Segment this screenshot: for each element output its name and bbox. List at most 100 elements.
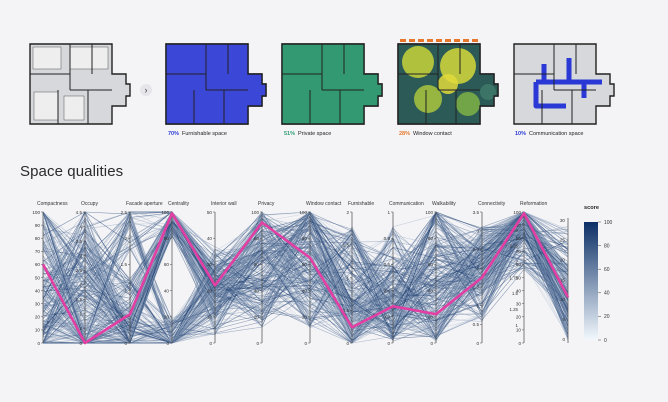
plan-caption-pct: 70%	[168, 131, 180, 137]
colorbar-title: score	[584, 205, 599, 211]
axis-tick-label: 10	[560, 297, 566, 302]
axis-tick-label: 0	[430, 341, 433, 346]
axis-tick-label: 40	[207, 236, 213, 241]
axis-title: Privacy	[258, 201, 275, 207]
axis-tick-label: 20	[560, 257, 566, 262]
axis-tick-label: 0.4	[384, 288, 391, 293]
axis-tick-label: 0.5	[76, 326, 83, 331]
axis-interior-wall: 50 40 30 20 10 0 Interior wall	[207, 201, 237, 346]
axis-tick-label: 60	[302, 262, 308, 267]
axis-tick-label: 20	[516, 315, 522, 320]
section-title: Space qualities	[20, 163, 124, 180]
axis-tick-label: 1	[79, 312, 82, 317]
axis-tick-label: 0	[256, 341, 259, 346]
axis-title: Window contact	[306, 201, 342, 207]
axis-tick-label: 1	[124, 288, 127, 293]
axis-tick-label: 1	[346, 275, 349, 280]
axis-title: Walkability	[432, 201, 456, 207]
plan-walls	[398, 44, 480, 124]
axis-tick-label: 0.5	[343, 308, 350, 313]
colorbar-tick-label: 40	[604, 291, 610, 297]
axis-tick-label: 25	[560, 238, 566, 243]
colorbar-ramp	[584, 222, 598, 340]
axis-tick-label: 1.5	[473, 285, 480, 290]
axis-tick-label: 30	[516, 302, 522, 307]
axis-tick-label: 80	[254, 236, 260, 241]
inner-tick-label: 1	[516, 323, 519, 328]
colorbar: score 100 80 60 40 20 0	[584, 205, 613, 344]
plan-caption-private: 51% Private space	[284, 131, 331, 137]
axis-tick-label: 80	[428, 236, 434, 241]
floor-plan-strip: ›	[29, 39, 615, 125]
plan-caption-communication: 10% Communication space	[515, 131, 583, 137]
axis-tick-label: 30	[35, 302, 41, 307]
plan-walls	[30, 44, 112, 124]
axis-title: Reformation	[520, 201, 547, 207]
axis-tick-label: 40	[254, 288, 260, 293]
window-mark	[427, 39, 433, 42]
plan-caption-label: Communication space	[529, 131, 584, 137]
axis-tick-label: 50	[516, 275, 522, 280]
axis-title: Connectivity	[478, 201, 506, 207]
axis-tick-label: 90	[35, 223, 41, 228]
axis-title: Communication	[389, 201, 424, 207]
axis-title: Furnishable	[348, 201, 374, 207]
axis-window-contact: 100 80 60 40 20 0 Window contact	[299, 201, 342, 346]
plan-overlay	[282, 44, 382, 124]
heat-blob	[438, 74, 458, 94]
axis-tick-label: 1.5	[121, 262, 128, 267]
axis-tick-label: 20	[207, 288, 213, 293]
axis-tick-label: 3	[79, 253, 82, 258]
plan-room	[33, 91, 59, 121]
axis-tick-label: 4.5	[76, 210, 83, 215]
parallel-coordinates-chart[interactable]: 1009080706050403020100Compactness4.543.5…	[0, 190, 668, 360]
next-arrow-bg	[140, 84, 152, 96]
axis-tick-label: 80	[516, 236, 522, 241]
communication-path	[533, 58, 602, 109]
axis-tick-label: 0	[518, 341, 521, 346]
axis-tick-label: 0	[124, 341, 127, 346]
axis-tick-label: 60	[428, 262, 434, 267]
axis-tick-label: 0.5	[473, 322, 480, 327]
plan-caption-furnishable: 70% Furnishable space	[168, 131, 227, 137]
axis-tick-label: 0	[476, 341, 479, 346]
floor-plan-window	[397, 39, 499, 125]
axis-title: Compactness	[37, 201, 68, 207]
floor-plan-furnishable	[165, 43, 267, 125]
window-mark	[400, 39, 406, 42]
axis-tick-label: 20	[428, 315, 434, 320]
window-mark	[409, 39, 415, 42]
inner-tick-label: 1.25	[509, 307, 518, 312]
axis-tick-label: 10	[207, 315, 213, 320]
window-mark	[436, 39, 442, 42]
axis-furnishable: 2 1.5 1 0.5 0 Furnishable	[343, 201, 375, 346]
axis-tick-label: 2.5	[121, 210, 128, 215]
window-mark	[454, 39, 460, 42]
inner-tick-label: 2.25	[509, 244, 518, 249]
axis-tick-label: 20	[35, 315, 41, 320]
plan-room	[63, 95, 85, 121]
axis-title: Centrality	[168, 201, 190, 207]
plan-walls	[166, 44, 248, 124]
next-arrow-icon[interactable]: ›	[140, 84, 152, 96]
axis-tick-label: 50	[207, 210, 213, 215]
axis-tick-label: 2.5	[76, 268, 83, 273]
plan-caption-label: Furnishable space	[182, 131, 227, 137]
axis-tick-label: 100	[161, 210, 169, 215]
inner-tick-label: 2	[516, 259, 519, 264]
axis-tick-label: 50	[35, 275, 41, 280]
plan-walls	[514, 44, 596, 124]
axis-privacy: 100 80 60 40 20 0 Privacy	[251, 201, 275, 346]
axis-tick-label: 0	[562, 337, 565, 342]
axis-tick-label: 2.5	[473, 247, 480, 252]
axis-tick-label: 3.5	[473, 210, 480, 215]
plan-caption-pct: 10%	[515, 131, 527, 137]
window-mark	[463, 39, 469, 42]
plan-outline	[165, 43, 267, 125]
axis-tick-label: 100	[299, 210, 307, 215]
axis-tick-label: 15	[560, 277, 566, 282]
axis-tick-label: 3.5	[76, 239, 83, 244]
axis-walkability: 100 80 60 40 20 0 Walkability	[425, 201, 456, 346]
axis-tick-label: 1.5	[76, 297, 83, 302]
